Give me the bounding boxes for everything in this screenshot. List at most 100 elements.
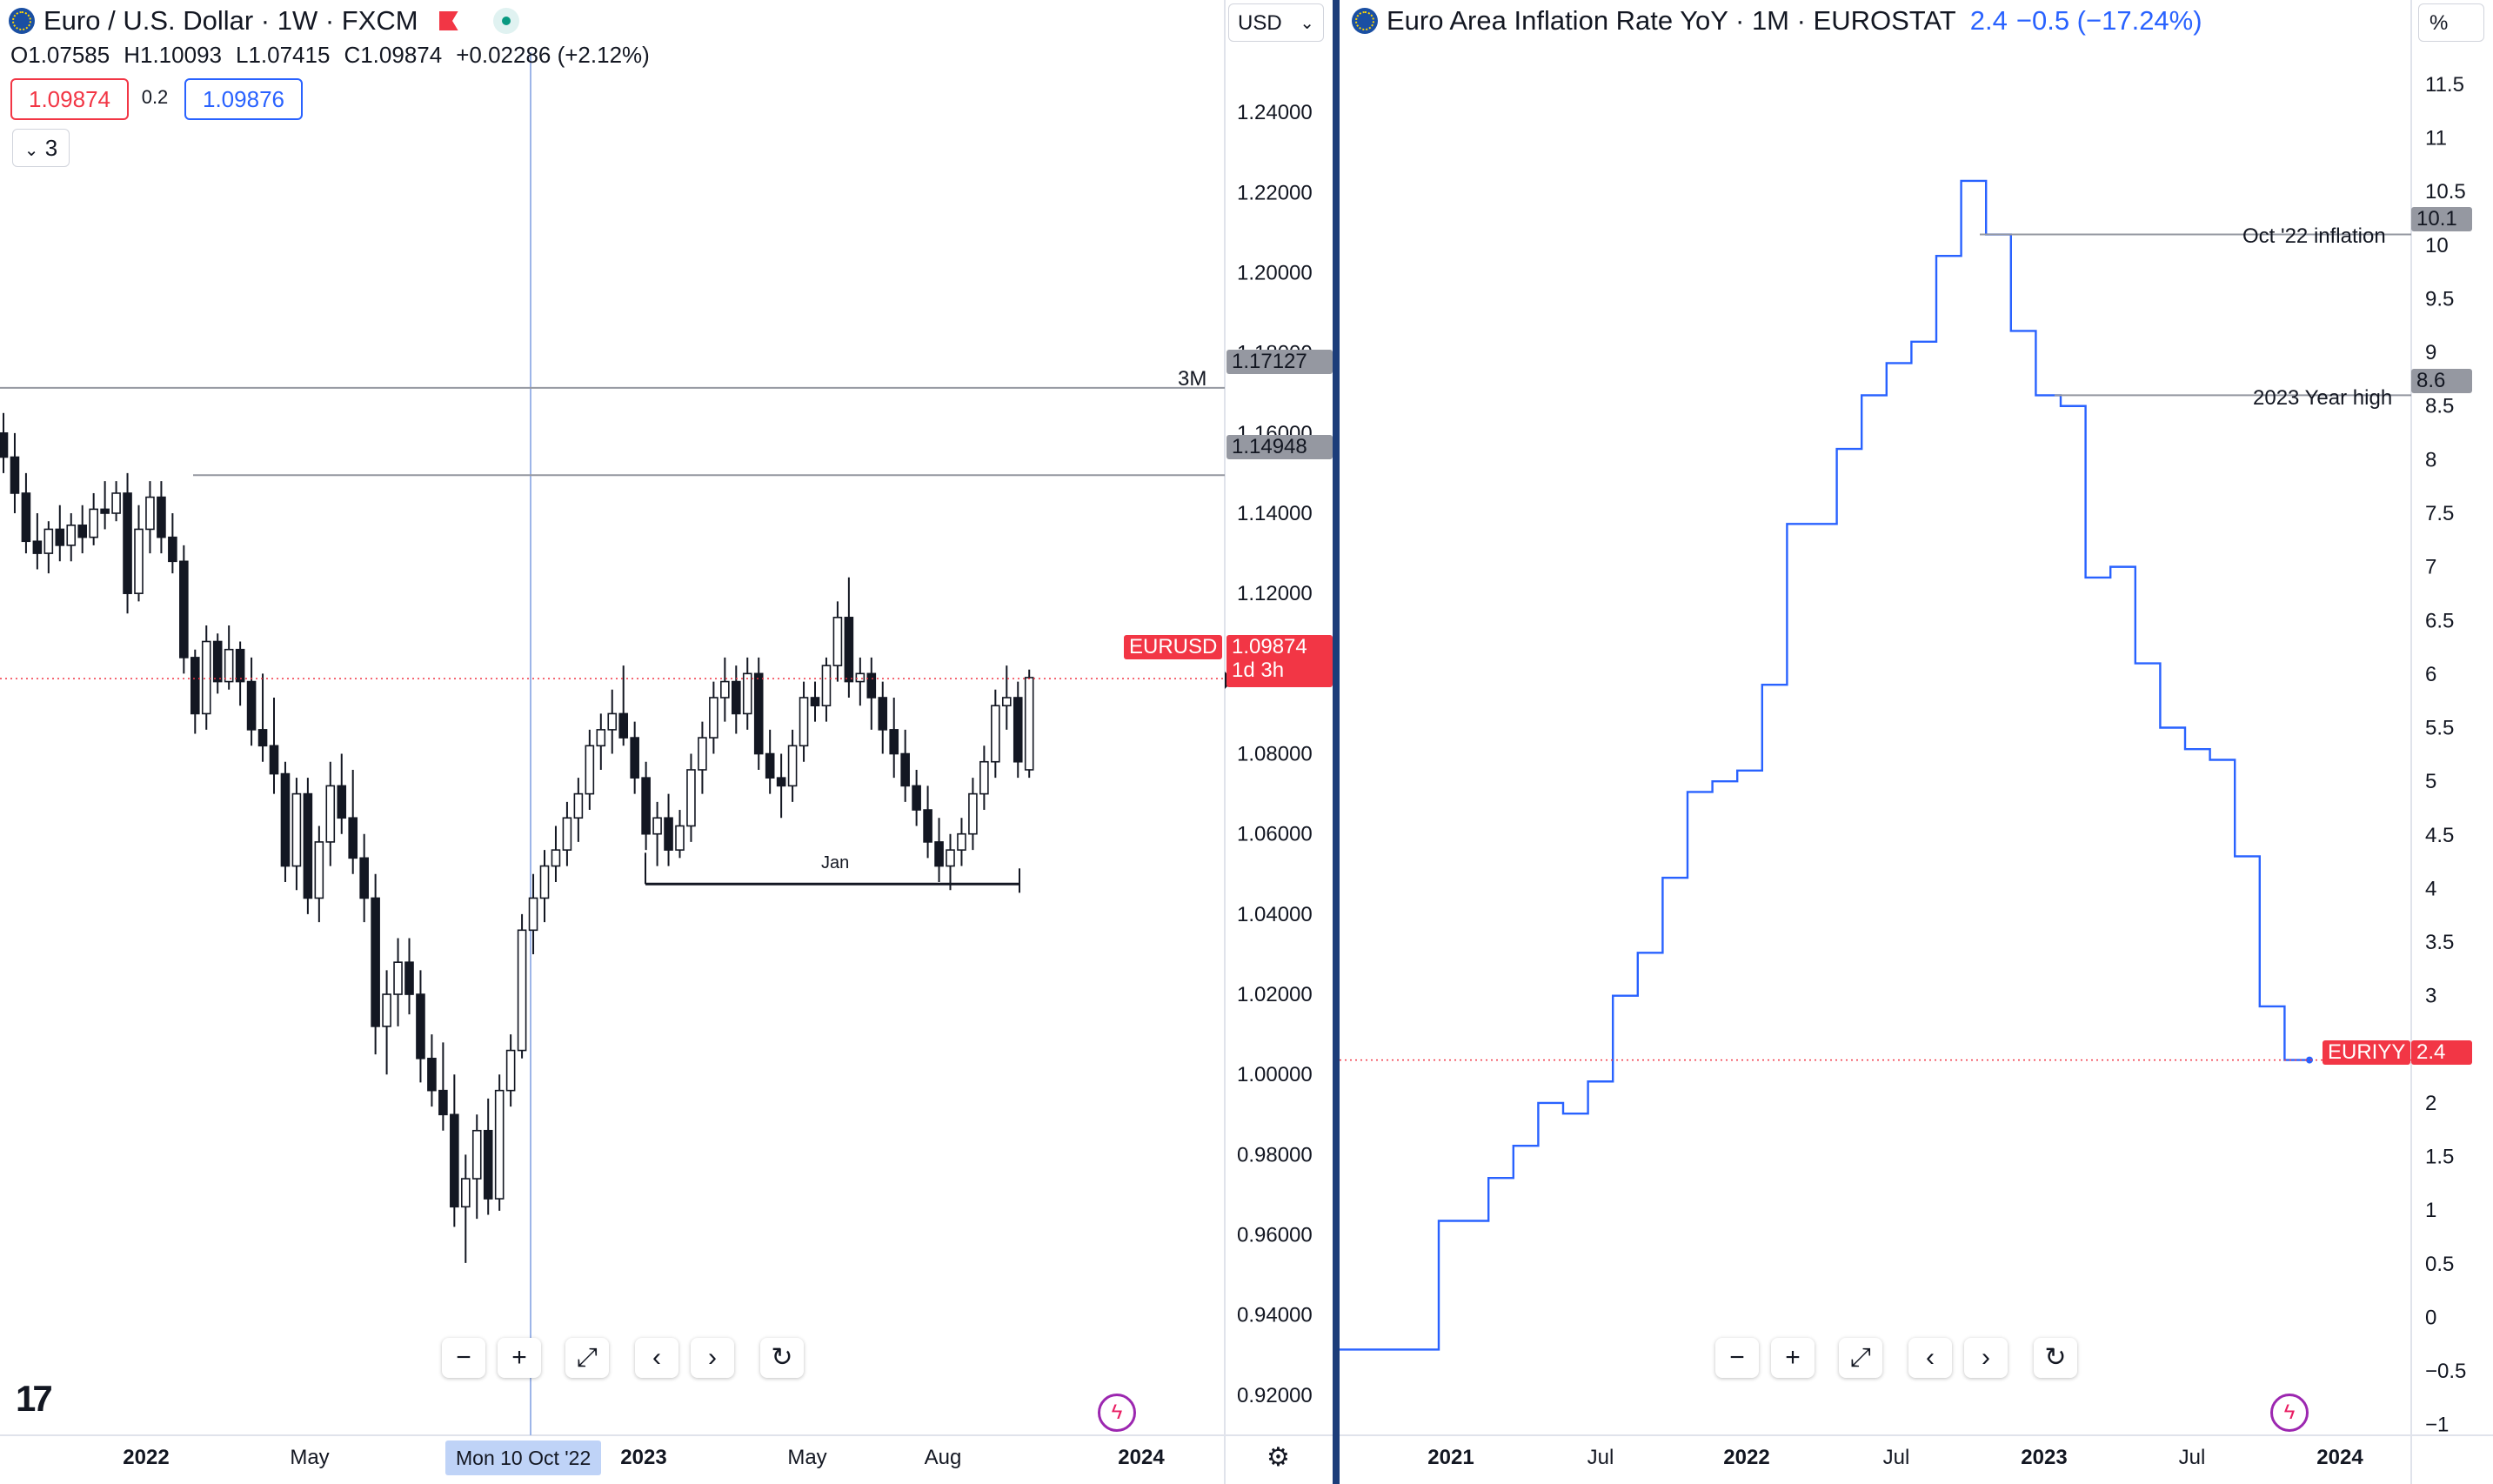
inflation-last-point <box>2306 1056 2313 1064</box>
price-tick-label: 1.24000 <box>1237 101 1313 124</box>
candle-body <box>483 1129 493 1200</box>
candle-body <box>1001 697 1012 707</box>
eu-flag-icon <box>9 8 35 34</box>
reset-chart-button[interactable]: ↻ <box>760 1338 804 1378</box>
candle-body <box>32 540 43 554</box>
candle-body <box>889 729 899 755</box>
indicators-count: 3 <box>44 135 58 161</box>
indicators-collapse-button[interactable]: ⌄ 3 <box>12 129 70 167</box>
inflation-legend: Euro Area Inflation Rate YoY · 1M · EURO… <box>1352 5 2202 37</box>
level-tag-2: 1.14948 <box>1226 435 1333 459</box>
eurusd-chart-pane[interactable]: 0.92000 0.94000 0.96000 0.98000 1.00000 1.020… <box>0 0 1333 1484</box>
scroll-left-button[interactable]: ‹ <box>635 1338 678 1378</box>
value-tick-label: 7.5 <box>2425 502 2454 525</box>
candle-body <box>607 712 618 731</box>
value-tick-label: 8.5 <box>2425 395 2454 418</box>
sell-button[interactable]: 1.09874 <box>10 78 129 120</box>
candle-body <box>1024 677 1034 771</box>
reset-scale-button[interactable]: ⤢ <box>1839 1338 1882 1378</box>
level-tag-2023-high: 8.6 <box>2411 369 2472 393</box>
crosshair-date-label: Mon 10 Oct '22 <box>445 1441 602 1475</box>
zoom-out-button[interactable]: − <box>1715 1338 1759 1378</box>
bar-countdown: 1d 3h <box>1232 658 1285 682</box>
candle-body <box>698 737 707 771</box>
candle-body <box>471 1129 482 1180</box>
zoom-out-button[interactable]: − <box>442 1338 485 1378</box>
price-tick-label: 0.92000 <box>1237 1384 1313 1407</box>
pane-divider[interactable] <box>1333 0 1340 1484</box>
candle-body <box>900 752 910 787</box>
lightning-icon[interactable]: ϟ <box>2270 1394 2309 1432</box>
chevron-down-icon: ⌄ <box>23 141 39 160</box>
scroll-right-button[interactable]: › <box>691 1338 734 1378</box>
time-tick-label: May <box>787 1446 827 1469</box>
eurusd-legend: Euro / U.S. Dollar · 1W · FXCM <box>9 5 519 37</box>
candle-body <box>664 817 673 851</box>
candle-body <box>765 752 775 779</box>
currency-select[interactable]: USD ⌄ <box>1228 3 1324 42</box>
candle-body <box>382 993 391 1027</box>
candle-body <box>280 772 291 867</box>
price-tick-label: 1.04000 <box>1237 903 1313 926</box>
candle-body <box>742 672 752 715</box>
tradingview-logo[interactable]: 17 <box>16 1378 53 1419</box>
inflation-change: −0.5 (−17.24%) <box>2015 5 2202 36</box>
candle-body <box>494 1089 505 1200</box>
reset-chart-button[interactable]: ↻ <box>2034 1338 2077 1378</box>
candle-body <box>314 841 324 899</box>
lightning-icon[interactable]: ϟ <box>1098 1394 1136 1432</box>
candle-body <box>968 792 978 835</box>
scroll-left-button[interactable]: ‹ <box>1908 1338 1952 1378</box>
candle-body <box>652 817 662 835</box>
symbol-price-tag: EURUSD <box>1124 635 1223 659</box>
candle-body <box>337 785 347 819</box>
value-tick-label: 2 <box>2425 1092 2436 1115</box>
candle-body <box>517 929 527 1052</box>
eurusd-chart-canvas[interactable]: 0.92000 0.94000 0.96000 0.98000 1.00000 1.020… <box>0 0 1333 1484</box>
candle-body <box>821 665 832 707</box>
price-tick-label: 1.02000 <box>1237 983 1313 1006</box>
time-tick-label: Jul <box>1587 1446 1614 1469</box>
candle-body <box>212 640 223 683</box>
candle-body <box>66 525 77 546</box>
scroll-right-button[interactable]: › <box>1964 1338 2008 1378</box>
time-tick-label: 2023 <box>2021 1446 2068 1469</box>
inflation-chart-pane[interactable]: −1−0.500.511.522.533.544.555.566.577.588… <box>1340 0 2493 1484</box>
time-tick-label: 2022 <box>1723 1446 1770 1469</box>
time-tick-label: 2021 <box>1427 1446 1474 1469</box>
ohlc-open: 1.07585 <box>28 42 110 68</box>
value-tick-label: 4.5 <box>2425 824 2454 847</box>
price-tick-label: 0.94000 <box>1237 1304 1313 1327</box>
currency-value: USD <box>1238 11 1282 35</box>
candle-body <box>269 745 279 775</box>
last-price-tag: 1.09874 1d 3h <box>1226 635 1333 687</box>
candle-body <box>393 961 403 995</box>
gear-icon[interactable]: ⚙ <box>1267 1443 1290 1472</box>
ohlc-low-label: L <box>235 42 249 68</box>
candle-body <box>10 456 20 494</box>
candle-body <box>123 492 132 594</box>
eu-flag-icon <box>1352 8 1378 34</box>
candle-body <box>371 897 380 1027</box>
buy-button[interactable]: 1.09876 <box>184 78 303 120</box>
candle-body <box>573 792 584 819</box>
spread-value: 0.2 <box>141 86 169 108</box>
time-tick-label: 2024 <box>2316 1446 2363 1469</box>
value-tick-label: 6 <box>2425 663 2436 686</box>
inflation-chart-canvas[interactable]: −1−0.500.511.522.533.544.555.566.577.588… <box>1340 0 2493 1484</box>
eurusd-title[interactable]: Euro / U.S. Dollar · 1W · FXCM <box>43 5 418 36</box>
candle-body <box>562 817 572 851</box>
neckline-label: Jan <box>821 853 850 872</box>
candle-body <box>77 525 88 538</box>
flag-icon[interactable] <box>438 11 458 30</box>
price-tick-label: 0.98000 <box>1237 1143 1313 1166</box>
scale-mode-button[interactable]: % <box>2418 3 2484 42</box>
candle-body <box>866 672 877 699</box>
zoom-in-button[interactable]: + <box>498 1338 541 1378</box>
inflation-title[interactable]: Euro Area Inflation Rate YoY · 1M · EURO… <box>1387 5 1956 36</box>
value-tick-label: 11 <box>2425 127 2447 150</box>
zoom-in-button[interactable]: + <box>1771 1338 1815 1378</box>
time-tick-label: 2024 <box>1118 1446 1165 1469</box>
reset-scale-button[interactable]: ⤢ <box>565 1338 609 1378</box>
candle-body <box>460 1178 471 1208</box>
